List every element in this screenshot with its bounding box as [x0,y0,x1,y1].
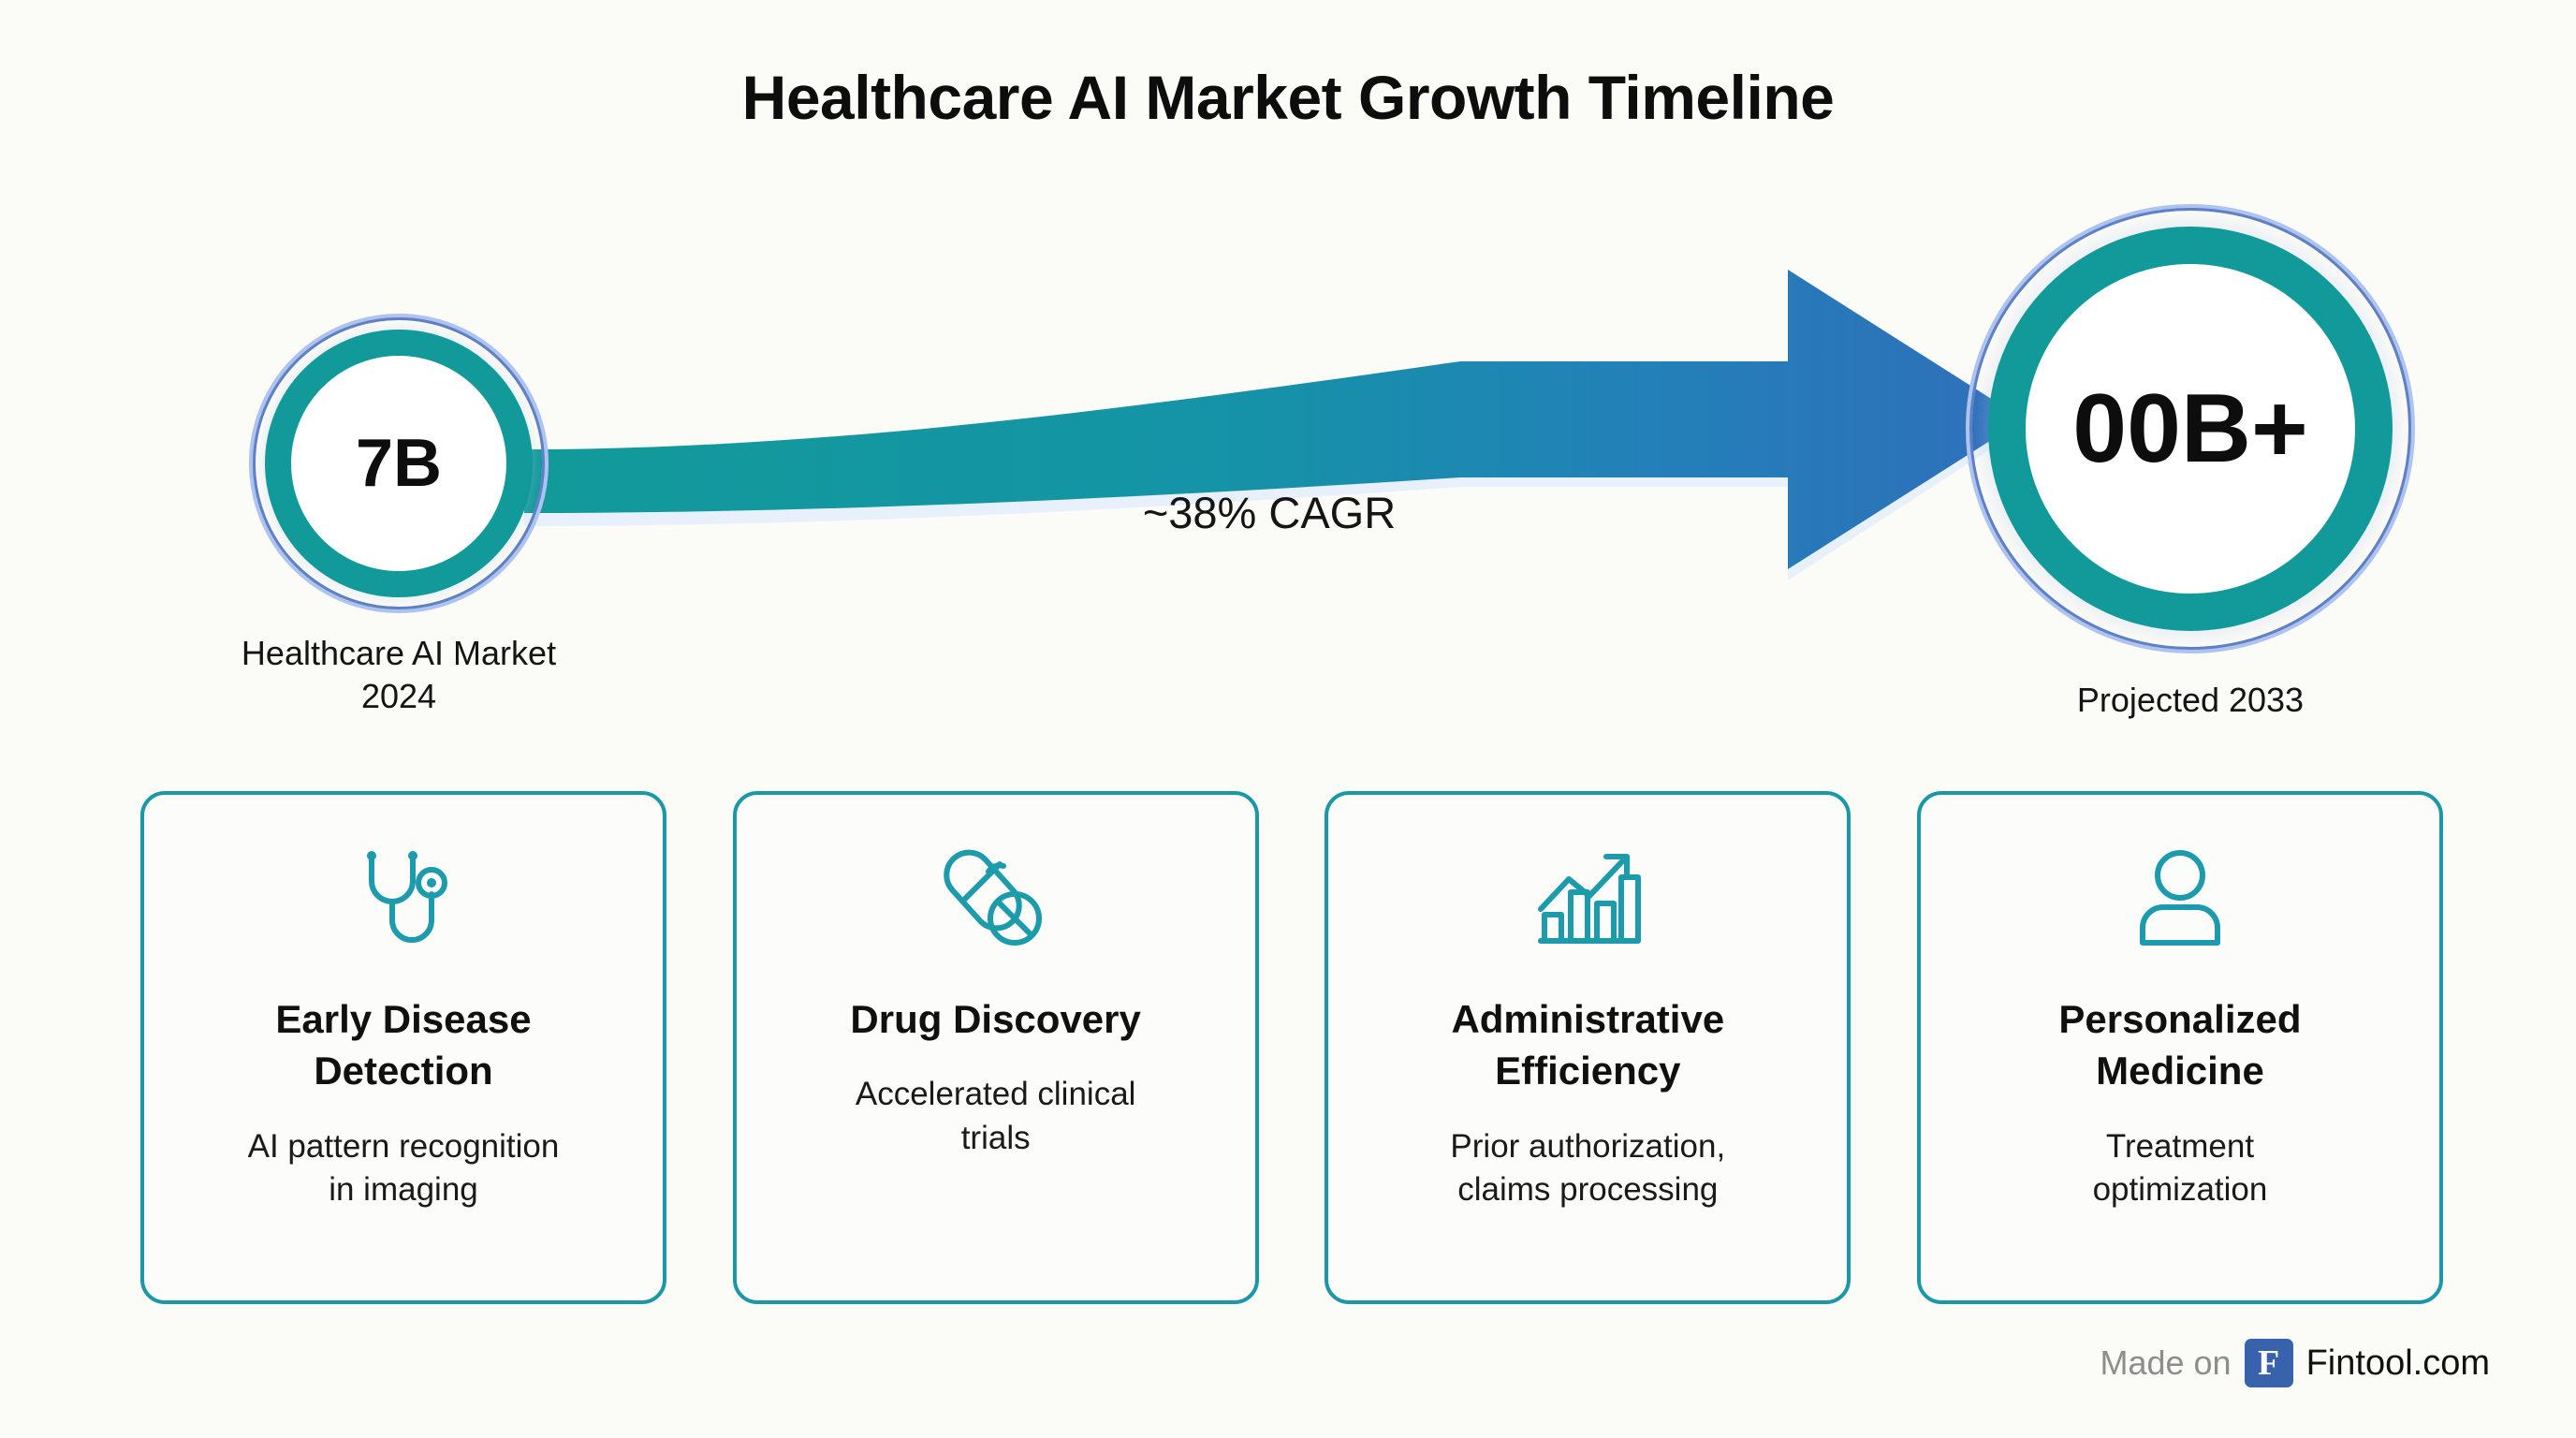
bar-chart-growth-icon [1531,844,1644,956]
start-caption: Healthcare AI Market 2024 [241,634,557,716]
card-title: Drug Discovery [850,997,1141,1041]
timeline-node-end: 00B+ [1966,204,2415,653]
card-drug-discovery[interactable]: Drug Discovery Accelerated clinical tria… [732,791,1259,1304]
page-title: Healthcare AI Market Growth Timeline [741,63,1835,132]
card-early-disease-detection[interactable]: Early Disease Detection AI pattern recog… [140,791,666,1304]
fintool-logo-icon: F [2244,1339,2293,1387]
cagr-label: ~38% CAGR [1142,488,1397,537]
timeline-stage: ~38% CAGR 7B Healthcare AI Market 2024 0… [0,169,2576,749]
card-title: Personalized Medicine [2058,997,2302,1093]
card-description: AI pattern recognition in imaging [247,1127,560,1209]
footer-attribution: Made on F Fintool.com [2100,1339,2490,1387]
card-title: Administrative Efficiency [1451,997,1725,1093]
footer-prefix: Made on [2100,1343,2232,1382]
person-icon [2124,844,2236,956]
card-title: Early Disease Detection [275,997,532,1093]
footer-brand: Fintool.com [2305,1343,2490,1383]
end-value: 00B+ [2072,374,2308,483]
pills-icon [940,844,1052,956]
start-value: 7B [355,426,443,501]
card-administrative-efficiency[interactable]: Administrative Efficiency Prior authoriz… [1325,791,1852,1304]
card-personalized-medicine[interactable]: Personalized Medicine Treatment optimiza… [1916,791,2443,1304]
growth-arrow [524,270,2024,580]
stethoscope-icon [347,844,460,956]
card-description: Prior authorization, claims processing [1450,1127,1726,1209]
timeline-node-start: 7B [249,314,549,613]
use-case-cards: Early Disease Detection AI pattern recog… [140,791,2443,1304]
card-description: Treatment optimization [2092,1127,2268,1209]
end-caption: Projected 2033 [2076,681,2305,719]
card-description: Accelerated clinical trials [855,1076,1136,1156]
